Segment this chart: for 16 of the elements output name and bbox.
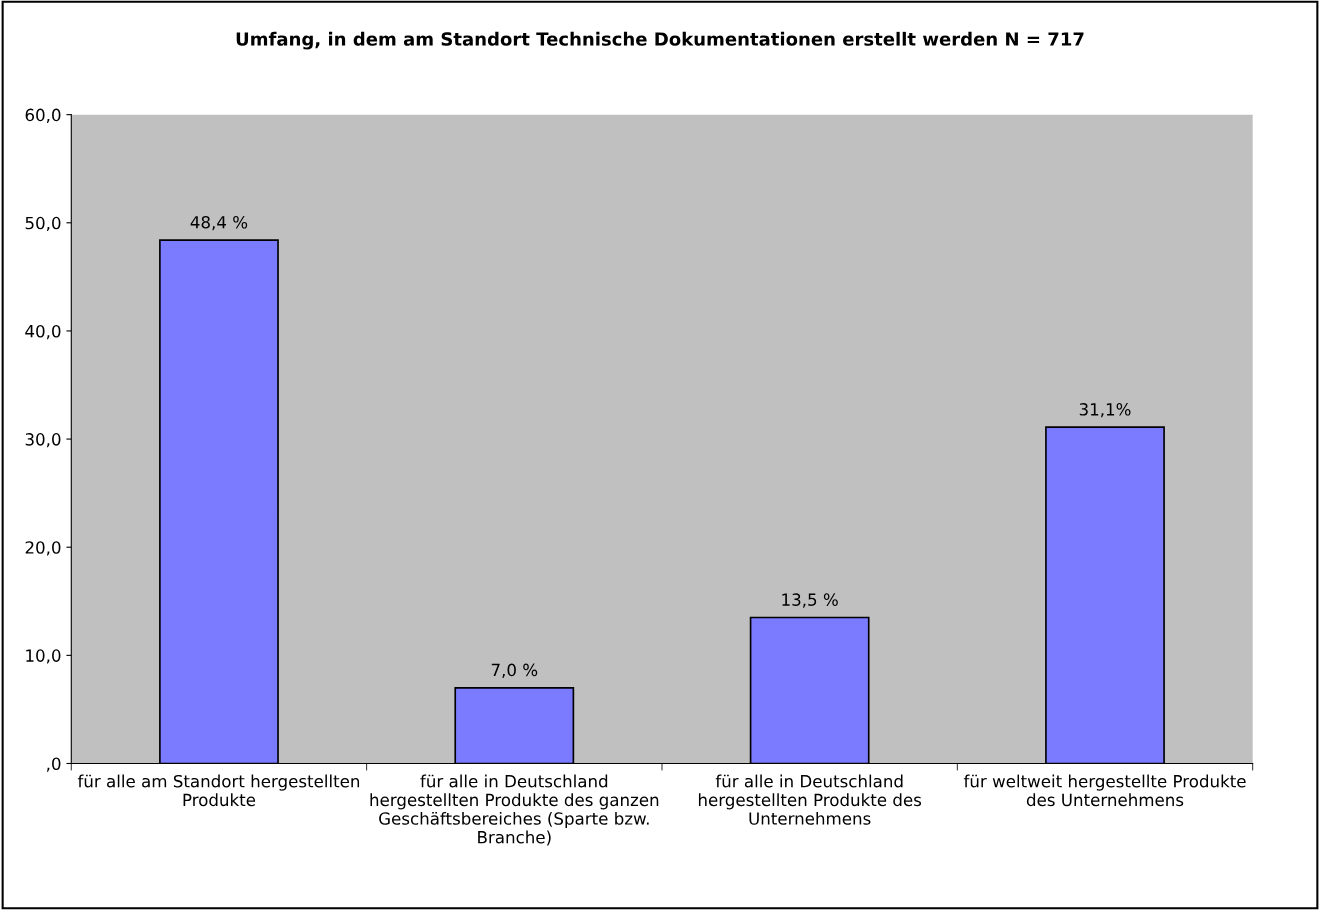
- data-label: 31,1%: [1079, 403, 1131, 418]
- x-tick-label: für alle in Deutschland hergestellten Produkte des Unternehmens: [698, 774, 922, 825]
- x-tick-label: für weltweit hergestellte Produkte des Unternehmens: [963, 774, 1246, 807]
- data-label: 13,5 %: [782, 593, 838, 608]
- y-tick-label: 50,0: [25, 216, 61, 232]
- y-tick-label: 60,0: [25, 108, 61, 123]
- y-tick-label: ,0: [46, 757, 61, 772]
- x-tick-label: für alle am Standort hergestellten Produkte: [77, 774, 360, 807]
- y-tick-label: 10,0: [26, 649, 61, 664]
- y-tick-label: 40,0: [25, 324, 61, 340]
- x-tick-label: für alle in Deutschland hergestellten Produkte des ganzen Geschäftsbereiches (Sparte bzw. Branche): [370, 774, 659, 846]
- chart-title: Umfang, in dem am Standort Technische Dokumentationen erstellt werden N = 717: [236, 31, 1084, 50]
- y-tick-label: 20,0: [25, 541, 61, 556]
- data-label: 48,4 %: [190, 215, 248, 231]
- data-label: 7,0 %: [491, 663, 538, 678]
- y-tick-label: 30,0: [25, 433, 61, 448]
